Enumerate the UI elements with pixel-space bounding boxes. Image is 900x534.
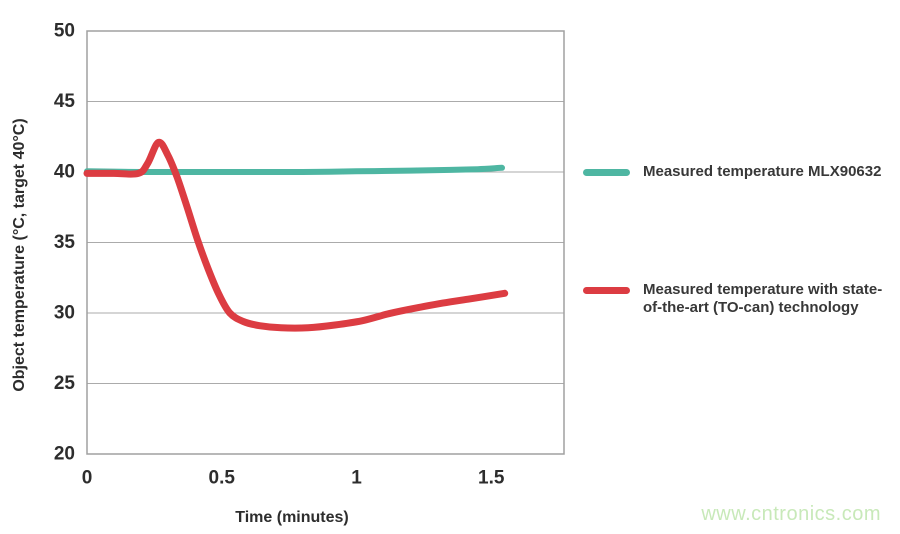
y-tick-label: 50 bbox=[54, 21, 75, 42]
series-line-mlx90632 bbox=[84, 164, 505, 176]
y-tick-label: 35 bbox=[54, 232, 76, 253]
x-tick-label: 0 bbox=[82, 468, 93, 489]
legend-label-line: Measured temperature with state- bbox=[643, 281, 883, 298]
y-tick-label: 20 bbox=[54, 444, 75, 465]
teal-series-swatch-icon bbox=[583, 169, 630, 176]
x-axis-title: Time (minutes) bbox=[235, 509, 349, 526]
red-series-swatch-icon bbox=[583, 287, 630, 294]
legend-label-to-can: Measured temperature with state- of-the-… bbox=[643, 281, 882, 317]
y-tick-label: 25 bbox=[54, 373, 76, 394]
y-axis-title: Object temperature (°C, target 40°C) bbox=[11, 118, 28, 391]
legend-label-mlx90632: Measured temperature MLX90632 bbox=[643, 163, 881, 181]
legend-label-line: Measured temperature MLX90632 bbox=[643, 163, 882, 180]
legend-item-mlx90632: Measured temperature MLX90632 bbox=[583, 163, 881, 181]
watermark-text: www.cntronics.com bbox=[701, 503, 881, 525]
series-line-to-can bbox=[83, 138, 509, 332]
x-tick-label: 1 bbox=[351, 468, 362, 489]
x-tick-label: 1.5 bbox=[478, 468, 505, 489]
legend-label-line: of-the-art (TO-can) technology bbox=[643, 299, 859, 316]
y-tick-label: 30 bbox=[54, 303, 75, 324]
plot-border bbox=[86, 30, 565, 455]
y-tick-label: 45 bbox=[54, 91, 76, 112]
y-tick-label: 40 bbox=[54, 162, 75, 183]
x-tick-label: 0.5 bbox=[209, 468, 236, 489]
legend-item-to-can: Measured temperature with state- of-the-… bbox=[583, 281, 882, 317]
temperature-line-chart: 20 25 30 35 40 45 50 0 0.5 1 1.5 Time (minutes) Obje… bbox=[11, 21, 565, 526]
